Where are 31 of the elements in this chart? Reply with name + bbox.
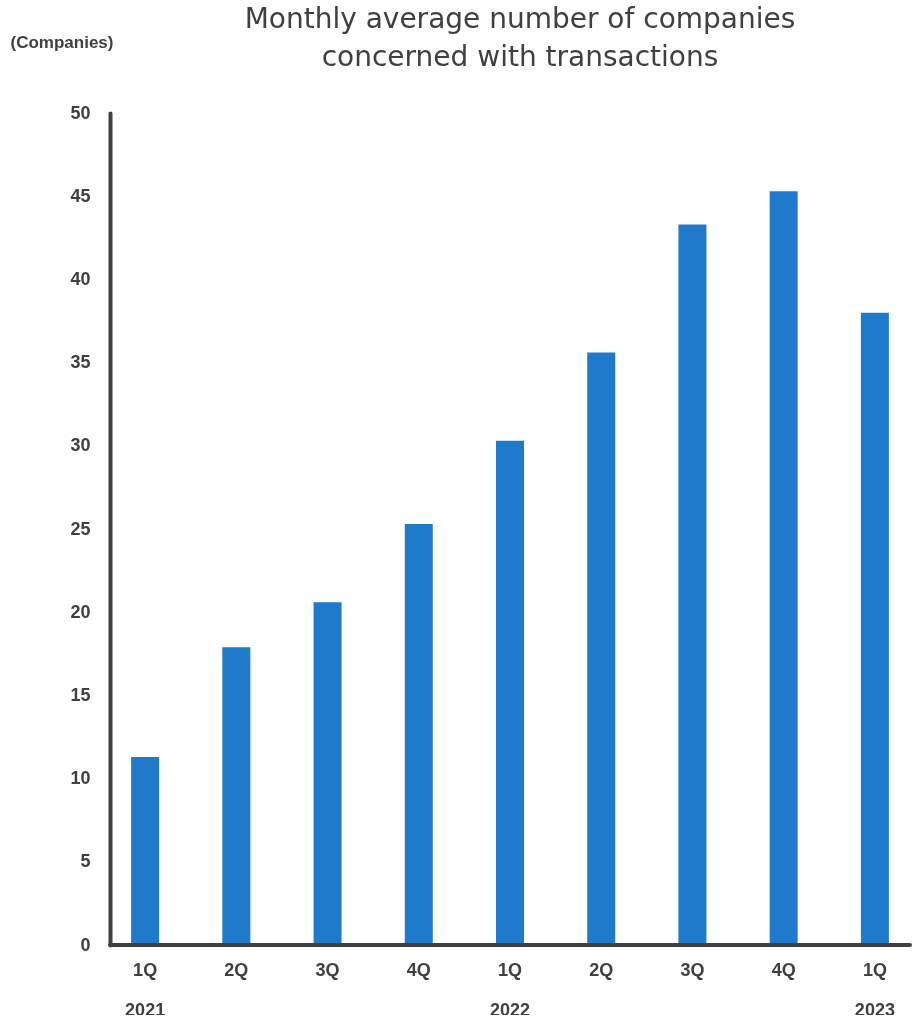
x-tick-label: 4Q (771, 959, 796, 980)
y-tick-label: 35 (70, 352, 91, 373)
x-tick-label: 4Q (406, 959, 431, 980)
x-tick-label: 3Q (680, 959, 705, 980)
bar (860, 312, 889, 945)
y-tick-label: 45 (70, 185, 91, 206)
bar (769, 191, 798, 945)
bar (587, 352, 616, 945)
bar (404, 524, 433, 945)
bar (313, 602, 342, 945)
bar (678, 224, 707, 945)
y-tick-label: 15 (70, 684, 91, 705)
y-tick-label: 40 (70, 268, 91, 289)
chart-title: Monthly average number of companies concerned with transactions (244, 2, 796, 73)
y-tick-label: 30 (70, 435, 91, 456)
x-tick-label: 1Q 2022 (489, 959, 531, 1020)
y-tick-label: 50 (70, 102, 91, 123)
x-tick-label: 3Q (315, 959, 340, 980)
x-tick-label: 1Q 2021 (125, 959, 166, 1020)
x-tick-label: 2Q (589, 959, 614, 980)
y-tick-label: 0 (80, 934, 91, 955)
x-tick-label: 2Q (224, 959, 249, 980)
y-tick-label: 10 (70, 768, 91, 789)
bar (222, 647, 251, 945)
y-tick-label: 20 (70, 601, 91, 622)
x-tick-label: 1Q 2023 (854, 959, 895, 1020)
bar (131, 756, 160, 945)
y-tick-label: 5 (80, 851, 91, 872)
y-axis-title: (Companies) (10, 32, 114, 52)
bar (496, 440, 524, 945)
y-tick-label: 25 (70, 518, 91, 539)
